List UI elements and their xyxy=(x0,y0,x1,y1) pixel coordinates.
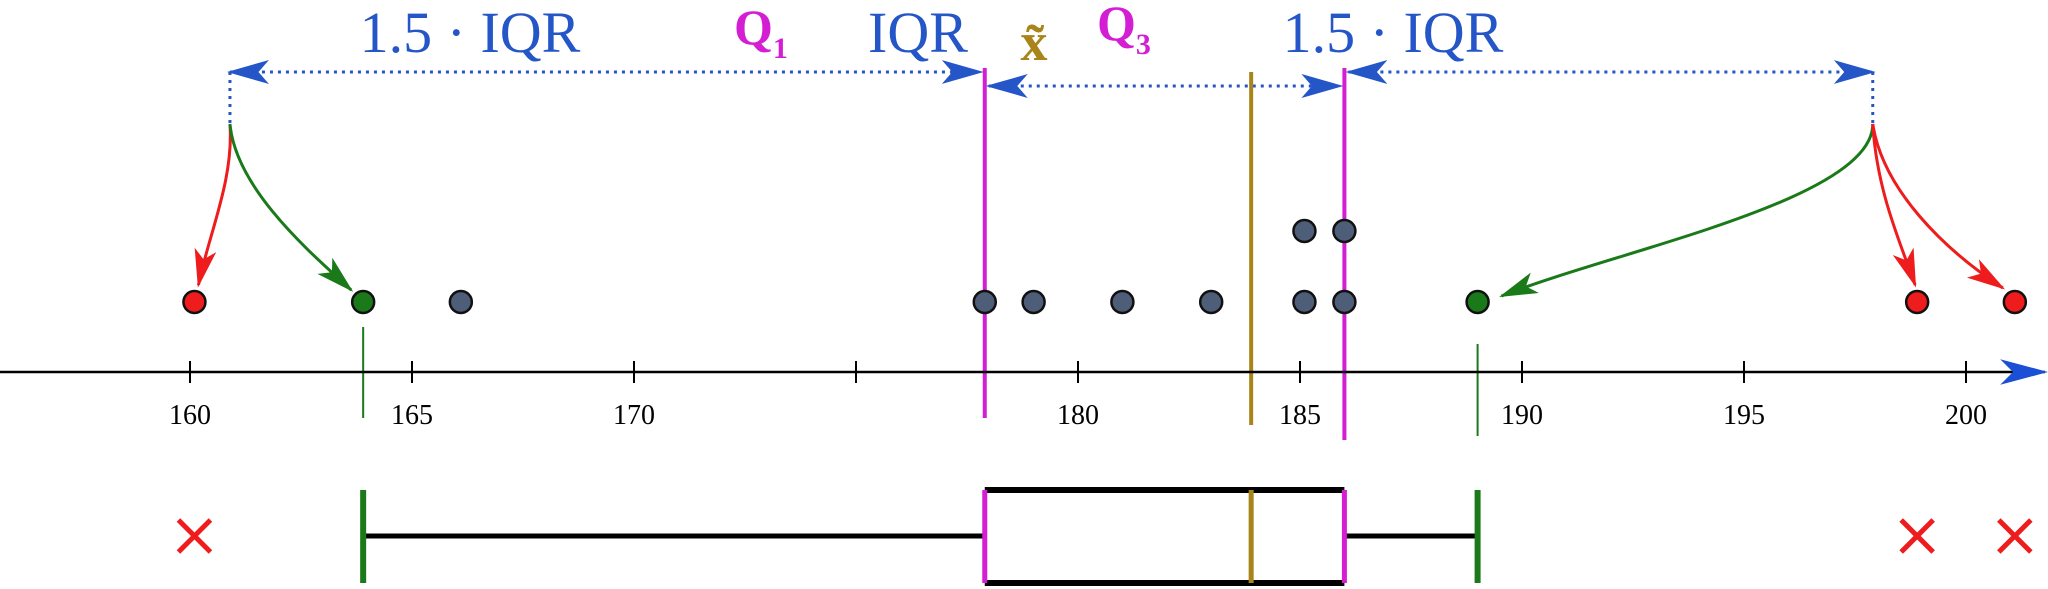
axis-tick-label: 160 xyxy=(169,400,211,431)
outlier-cross xyxy=(1899,518,1935,554)
data-point xyxy=(1332,289,1357,315)
lower-whisker-arrow xyxy=(228,123,354,292)
outlier-markers xyxy=(176,518,2033,554)
axis-tick-label: 190 xyxy=(1501,400,1543,431)
iqr-label: IQR xyxy=(868,0,968,65)
axis-tick-label: 170 xyxy=(613,400,655,431)
right-range-label: 1.5 · IQR xyxy=(1283,0,1504,65)
outlier-point xyxy=(2002,289,2028,315)
left-range-label: 1.5 · IQR xyxy=(360,0,581,65)
q1-subscript: 1 xyxy=(773,32,788,65)
data-point xyxy=(972,289,998,315)
outlier-cross xyxy=(1997,518,2033,554)
outlier-cross xyxy=(176,518,213,554)
upper-whisker-arrow xyxy=(1499,123,1875,298)
upper-outlier-arrow-1 xyxy=(1871,123,1917,288)
axis-tick-label: 195 xyxy=(1723,400,1765,431)
upper-outlier-arrow-2 xyxy=(1871,123,2006,290)
outlier-point xyxy=(182,289,207,315)
axis-tick-label: 185 xyxy=(1279,400,1321,431)
data-point xyxy=(1110,289,1135,315)
q1-letter: Q xyxy=(734,0,773,55)
axis-tick-label: 180 xyxy=(1057,400,1099,431)
q3-subscript: 3 xyxy=(1136,28,1151,61)
lower-outlier-arrow xyxy=(194,123,232,288)
q3-letter: Q xyxy=(1097,0,1136,51)
median-label: x̃ xyxy=(1021,12,1048,72)
axis-tick-label: 165 xyxy=(391,400,433,431)
whisker-end-point xyxy=(350,289,376,315)
data-point xyxy=(1292,218,1317,244)
q1-label: Q1 xyxy=(734,0,788,65)
data-point xyxy=(1021,289,1046,315)
data-points xyxy=(182,218,2028,315)
data-point xyxy=(1198,289,1224,315)
data-point xyxy=(1332,218,1357,244)
outlier-point xyxy=(1904,289,1930,315)
axis-ticks: 160165170180185190195200205 xyxy=(169,361,1987,431)
q3-label: Q3 xyxy=(1097,0,1151,61)
whisker-end-point xyxy=(1465,289,1490,315)
axis-tick-label: 200 xyxy=(1945,400,1987,431)
box-plot xyxy=(360,487,1481,586)
data-point xyxy=(1292,289,1317,315)
data-point xyxy=(448,289,474,315)
